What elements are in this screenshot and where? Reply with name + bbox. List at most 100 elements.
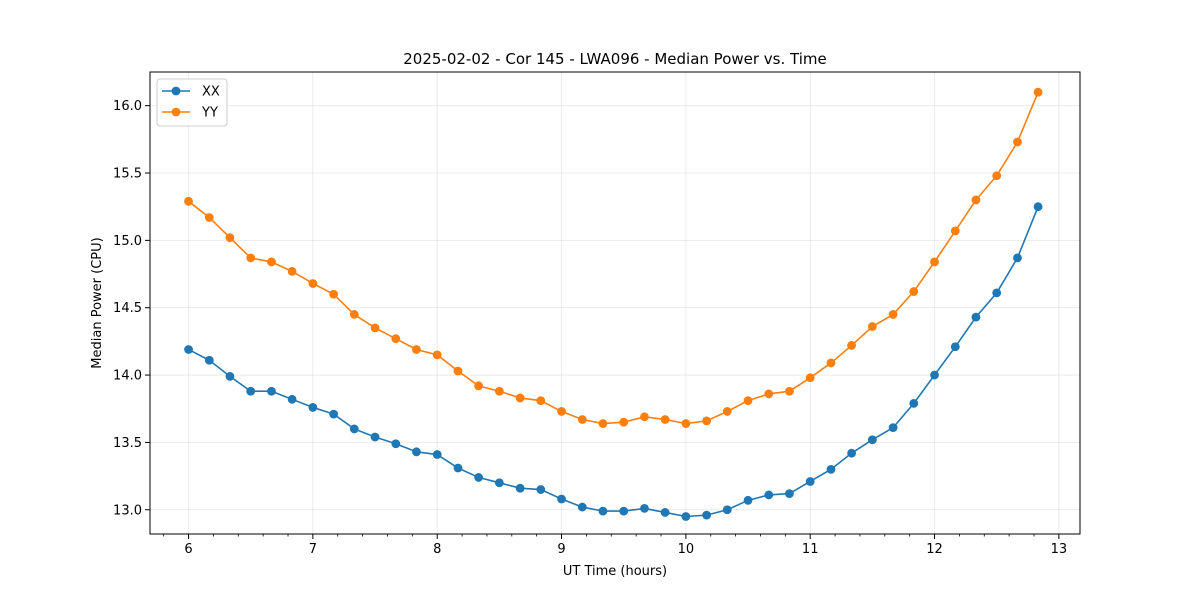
data-point-xx [329, 409, 339, 419]
data-point-yy [660, 415, 670, 424]
x-axis: 6 7 8 9 10 11 12 13 [163, 534, 1067, 557]
data-point-yy [681, 419, 691, 428]
data-point-yy [412, 345, 421, 354]
data-point-yy [640, 412, 649, 422]
data-point-xx [515, 483, 525, 493]
data-point-yy [1013, 137, 1022, 147]
series-line-yy [188, 91, 1039, 425]
data-point-xx [909, 398, 919, 408]
series-layer [184, 87, 1043, 521]
data-point-yy [308, 279, 318, 288]
data-point-xx [640, 504, 649, 513]
data-point-xx [577, 502, 587, 512]
data-point-yy [888, 310, 898, 319]
data-point-yy [557, 407, 566, 416]
legend-marker-xx [171, 86, 181, 96]
data-point-yy [287, 266, 297, 276]
data-point-yy [971, 195, 981, 205]
data-point-xx [267, 386, 276, 396]
data-point-yy [184, 196, 193, 206]
data-point-yy [391, 334, 401, 344]
data-point-yy [722, 407, 732, 416]
data-point-yy [453, 366, 463, 376]
data-point-yy [867, 322, 877, 331]
y-axis: 13.0 13.5 14.0 14.5 15.0 15.5 16.0 [113, 99, 150, 518]
x-tick-label: 7 [309, 542, 317, 557]
data-point-yy [992, 171, 1002, 181]
y-tick-label: 14.5 [113, 301, 142, 316]
data-point-xx [930, 370, 939, 380]
data-point-xx [225, 372, 235, 381]
x-tick-label: 12 [926, 542, 943, 557]
data-point-yy [743, 396, 753, 406]
chart-title: 2025-02-02 - Cor 145 - LWA096 - Median P… [403, 50, 827, 68]
data-point-xx [474, 473, 484, 482]
data-point-yy [826, 358, 836, 368]
grid [150, 72, 1080, 534]
x-axis-label: UT Time (hours) [563, 564, 667, 579]
data-point-xx [1013, 253, 1022, 263]
data-point-yy [785, 386, 794, 396]
data-point-xx [204, 355, 214, 365]
data-point-yy [950, 226, 960, 236]
data-point-xx [805, 477, 815, 486]
data-point-yy [598, 419, 608, 428]
data-point-yy [494, 386, 504, 396]
series-line-xx [188, 206, 1039, 518]
data-point-yy [577, 415, 587, 424]
y-tick-label: 16.0 [113, 99, 142, 114]
data-point-xx [847, 448, 857, 458]
x-tick-label: 6 [184, 542, 192, 557]
data-point-xx [184, 345, 193, 354]
data-point-xx [494, 478, 504, 488]
data-point-yy [246, 253, 256, 263]
data-point-yy [370, 323, 380, 333]
data-point-xx [681, 512, 691, 521]
data-point-xx [722, 505, 732, 515]
data-point-yy [267, 257, 276, 267]
data-point-xx [453, 463, 463, 473]
data-point-xx [349, 424, 359, 434]
data-point-yy [930, 257, 939, 267]
plot-frame [149, 71, 1081, 535]
x-tick-label: 9 [557, 542, 565, 557]
data-point-yy [805, 373, 815, 383]
data-point-xx [557, 494, 566, 504]
data-point-yy [536, 396, 546, 406]
data-point-xx [432, 450, 442, 459]
data-point-xx [950, 342, 960, 352]
legend-label-xx: XX [202, 85, 220, 100]
x-tick-label: 10 [678, 542, 695, 557]
data-point-yy [474, 381, 484, 391]
y-tick-label: 14.0 [113, 369, 142, 384]
data-point-yy [619, 417, 629, 427]
data-point-xx [619, 506, 629, 516]
data-point-yy [847, 341, 857, 350]
data-point-xx [391, 439, 401, 449]
data-point-yy [329, 289, 339, 299]
y-tick-label: 13.0 [113, 503, 142, 518]
data-point-xx [412, 447, 421, 457]
data-point-xx [702, 510, 712, 520]
data-point-yy [515, 393, 525, 403]
y-tick-label: 15.5 [113, 167, 142, 182]
y-tick-label: 13.5 [113, 436, 142, 451]
legend-marker-yy [171, 107, 181, 117]
y-axis-label: Median Power (CPU) [90, 237, 105, 368]
data-point-xx [888, 423, 898, 432]
data-point-xx [660, 508, 670, 517]
data-point-xx [971, 312, 981, 322]
data-point-xx [992, 288, 1002, 298]
data-point-xx [287, 394, 297, 404]
y-tick-label: 15.0 [113, 234, 142, 249]
x-tick-label: 8 [433, 542, 441, 557]
data-point-yy [909, 287, 919, 296]
data-point-xx [370, 432, 380, 442]
data-point-xx [598, 506, 608, 516]
data-point-yy [702, 416, 712, 426]
data-point-xx [743, 495, 753, 505]
data-point-yy [204, 213, 214, 222]
data-point-yy [432, 350, 442, 360]
data-point-xx [764, 490, 774, 500]
